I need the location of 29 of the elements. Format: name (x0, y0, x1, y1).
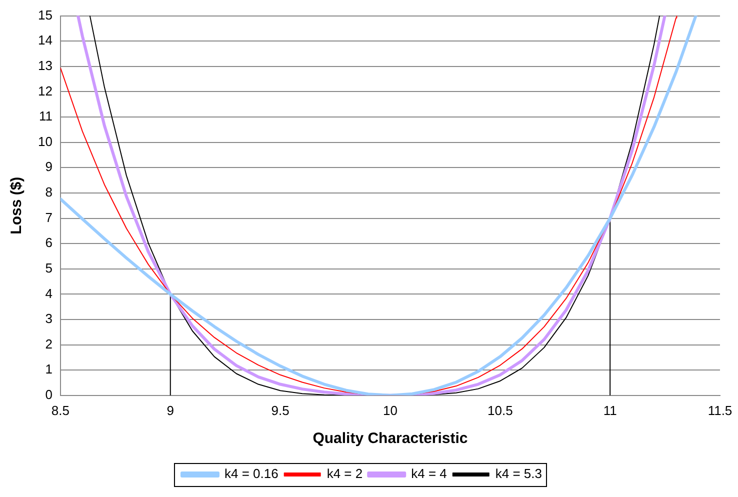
y-tick-label: 2 (45, 336, 52, 352)
y-tick-label: 1 (45, 362, 52, 377)
y-tick-label: 12 (38, 83, 52, 98)
legend-label: k4 = 2 (326, 466, 363, 482)
x-axis-title: Quality Characteristic (312, 430, 468, 448)
x-tick-label: 9 (166, 402, 174, 418)
y-tick-label: 9 (45, 159, 52, 174)
y-tick-label: 0 (45, 386, 52, 402)
y-tick-label: 15 (38, 7, 52, 22)
y-tick-label: 7 (45, 210, 52, 225)
x-tick-label: 8.5 (51, 402, 70, 418)
x-tick-label: 11.5 (708, 402, 732, 418)
y-tick-label: 10 (38, 134, 52, 149)
x-tick-label: 11 (603, 402, 617, 418)
y-tick-label: 3 (45, 311, 52, 326)
y-tick-label: 8 (45, 184, 52, 200)
legend-label: k4 = 0.16 (224, 466, 278, 482)
y-tick-label: 14 (38, 32, 52, 48)
y-tick-label: 11 (38, 108, 52, 124)
y-tick-label: 5 (45, 260, 52, 276)
legend-label: k4 = 5.3 (495, 466, 542, 482)
x-tick-label: 10 (382, 402, 398, 418)
y-tick-label: 13 (38, 58, 52, 73)
x-tick-label: 9.5 (271, 402, 290, 418)
y-tick-label: 4 (45, 286, 52, 301)
x-tick-label: 10.5 (487, 402, 513, 418)
y-tick-label: 6 (45, 235, 52, 250)
legend-label: k4 = 4 (411, 466, 447, 482)
y-axis-title: Loss ($) (8, 176, 26, 234)
